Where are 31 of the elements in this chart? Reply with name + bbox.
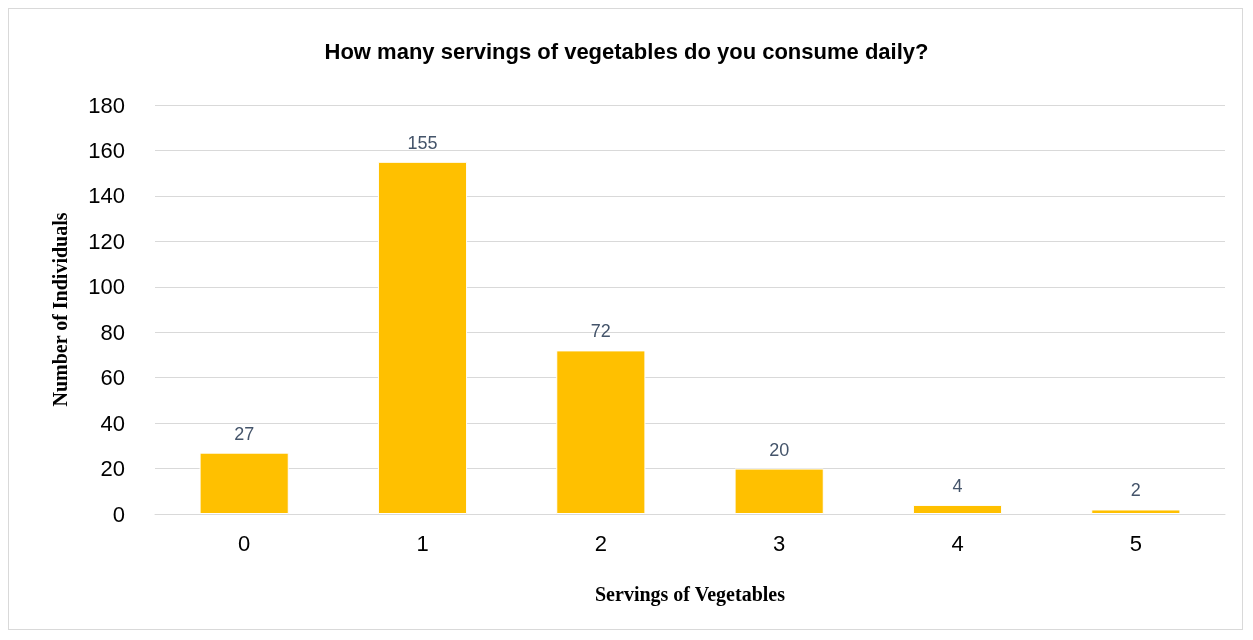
data-label: 27 xyxy=(234,423,255,444)
bar xyxy=(734,468,824,514)
x-tick-label: 0 xyxy=(238,530,251,556)
y-tick-label: 120 xyxy=(88,228,125,254)
data-label: 4 xyxy=(952,475,963,496)
y-tick-label: 0 xyxy=(112,501,125,527)
data-label: 72 xyxy=(590,321,611,342)
data-label: 20 xyxy=(769,439,790,460)
bar xyxy=(377,161,468,514)
x-tick-label: 3 xyxy=(773,530,786,556)
y-axis-title: Number of Individuals xyxy=(49,212,71,407)
bar xyxy=(1091,509,1181,514)
x-tick-label: 1 xyxy=(416,530,429,556)
y-tick-label: 60 xyxy=(100,365,125,391)
y-tick-label: 160 xyxy=(88,137,125,163)
y-tick-label: 40 xyxy=(100,410,125,436)
y-tick-label: 20 xyxy=(100,456,125,482)
bar xyxy=(199,452,289,514)
x-axis-title: Servings of Vegetables xyxy=(595,583,786,606)
y-tick-label: 180 xyxy=(88,92,125,118)
chart-title: How many servings of vegetables do you consume daily? xyxy=(324,38,929,64)
bar xyxy=(912,504,1003,514)
data-label: 2 xyxy=(1130,480,1141,501)
data-label: 155 xyxy=(407,132,438,153)
x-tick-label: 4 xyxy=(951,530,964,556)
x-tick-label: 5 xyxy=(1129,530,1142,556)
y-tick-label: 140 xyxy=(88,183,125,209)
y-tick-label: 80 xyxy=(100,319,125,345)
x-tick-label: 2 xyxy=(594,530,607,556)
y-tick-label: 100 xyxy=(88,274,125,300)
bar xyxy=(556,350,646,514)
